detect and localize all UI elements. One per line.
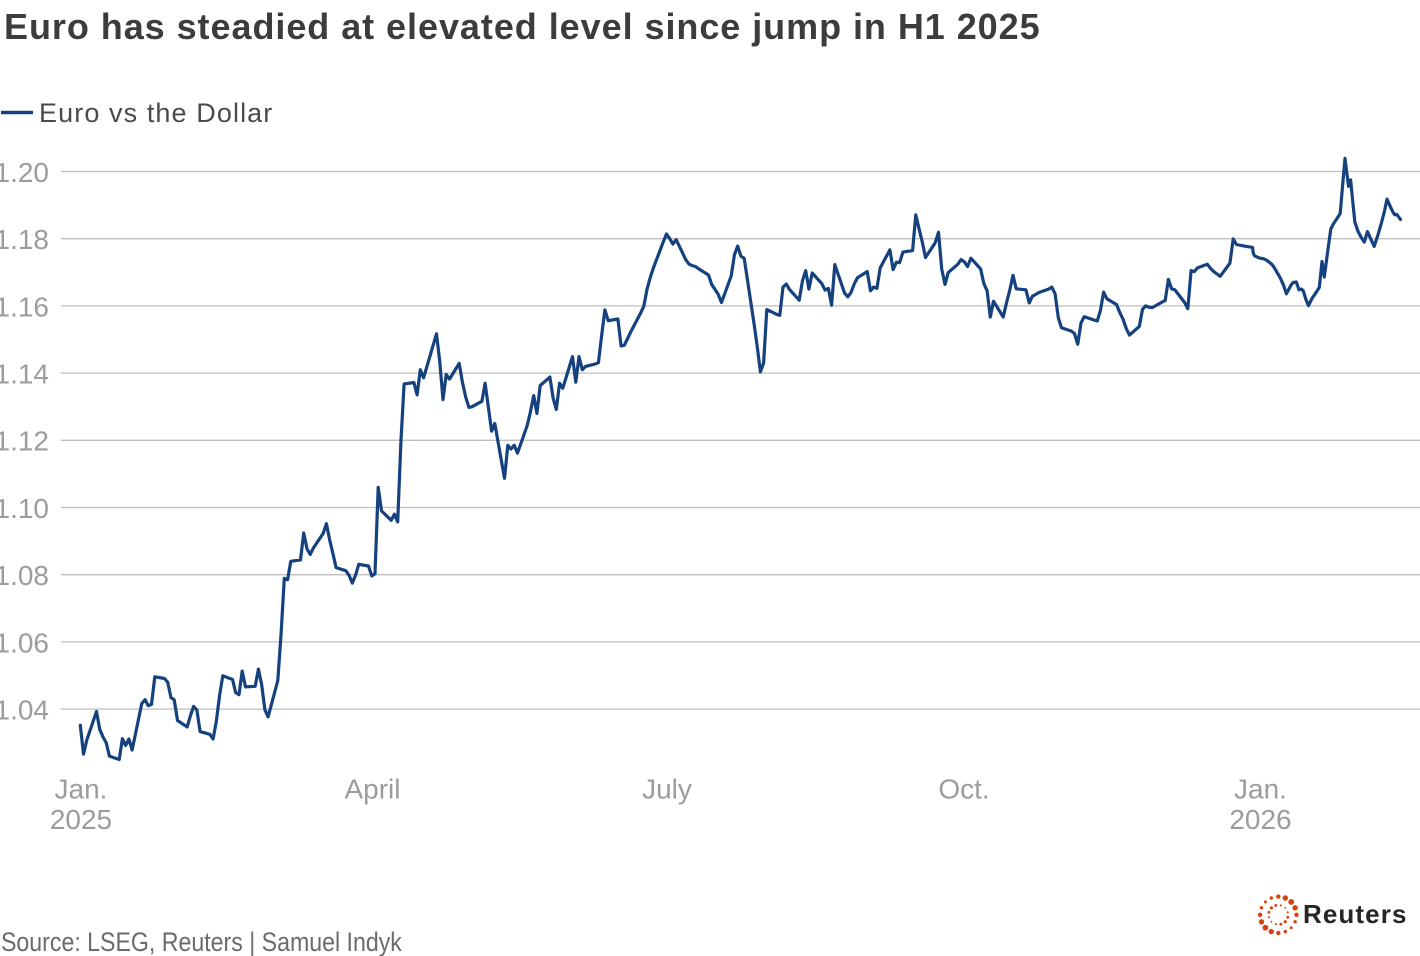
svg-text:1.12: 1.12 <box>0 426 49 457</box>
svg-text:1.16: 1.16 <box>0 291 49 322</box>
svg-text:2026: 2026 <box>1229 804 1291 835</box>
svg-text:1.04: 1.04 <box>0 695 49 726</box>
svg-text:Jan.: Jan. <box>1234 774 1287 805</box>
svg-text:July: July <box>642 774 692 805</box>
svg-text:1.08: 1.08 <box>0 560 49 591</box>
svg-text:Oct.: Oct. <box>938 774 989 805</box>
svg-text:1.06: 1.06 <box>0 627 49 658</box>
svg-text:2025: 2025 <box>50 804 112 835</box>
svg-text:1.18: 1.18 <box>0 224 49 255</box>
svg-text:April: April <box>344 774 400 805</box>
svg-text:1.14: 1.14 <box>0 359 49 390</box>
svg-text:1.10: 1.10 <box>0 493 49 524</box>
svg-text:Jan.: Jan. <box>55 774 108 805</box>
svg-text:1.20: 1.20 <box>0 157 49 188</box>
